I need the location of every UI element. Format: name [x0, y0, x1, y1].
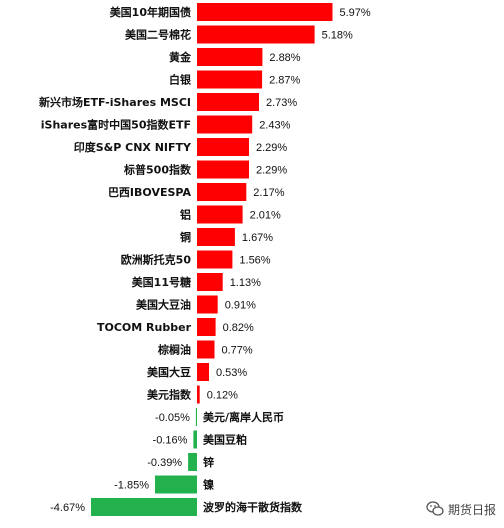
bar [197, 70, 263, 89]
category-label: 美国二号棉花 [125, 28, 191, 42]
data-label: 2.43% [259, 120, 290, 132]
bar [197, 25, 315, 44]
bar [197, 138, 249, 156]
data-label: 2.01% [250, 210, 281, 222]
data-label: -1.85% [114, 480, 149, 492]
bar [155, 475, 197, 494]
data-label: -0.16% [153, 435, 188, 447]
category-label: 标普500指数 [123, 163, 192, 177]
data-label: -4.67% [50, 502, 85, 514]
bar [197, 250, 233, 269]
category-label: 白银 [169, 73, 192, 87]
data-label: 1.56% [239, 255, 270, 267]
bar [193, 430, 197, 449]
category-label: 锌 [203, 455, 214, 469]
bar [197, 340, 215, 359]
category-label: 美元/离岸人民币 [203, 410, 284, 424]
category-label: 镍 [203, 478, 214, 492]
category-label: TOCOM Rubber [97, 321, 192, 334]
data-label: 0.77% [222, 345, 253, 357]
category-label: 铝 [180, 208, 191, 222]
bar [197, 295, 218, 314]
bar [197, 115, 253, 134]
category-label: 美元指数 [147, 388, 192, 402]
category-label: 棕榈油 [157, 343, 191, 357]
bar [197, 3, 333, 21]
data-label: 5.18% [322, 30, 353, 42]
bar [197, 273, 223, 291]
data-label: 5.97% [340, 7, 371, 19]
data-label: 0.91% [225, 300, 256, 312]
bar [197, 160, 249, 179]
category-label: 巴西IBOVESPA [108, 186, 192, 199]
data-label: 2.88% [269, 52, 300, 64]
data-label: 2.29% [256, 142, 287, 154]
category-label: 美国11号糖 [132, 275, 191, 289]
data-label: 2.73% [266, 97, 297, 109]
bar [197, 363, 209, 381]
category-label: 黄金 [169, 50, 192, 64]
category-label: 美国豆粕 [203, 433, 247, 447]
bar [195, 408, 197, 426]
bar [197, 93, 259, 111]
category-label: 铜 [179, 230, 191, 244]
bar [91, 498, 197, 516]
wechat-icon [426, 501, 444, 516]
bar [197, 205, 243, 224]
data-label: 2.17% [253, 187, 284, 199]
category-label: 美国10年期国债 [110, 5, 191, 19]
bar [197, 48, 263, 66]
data-label: 0.53% [216, 367, 247, 379]
bar [197, 183, 247, 201]
watermark: 期货日报 [426, 500, 496, 518]
bar [197, 385, 200, 404]
data-label: -0.39% [147, 457, 182, 469]
data-label: 2.29% [256, 165, 287, 177]
category-label: 波罗的海干散货指数 [203, 500, 303, 514]
category-label: 美国大豆油 [136, 298, 191, 312]
category-label: 印度S&P CNX NIFTY [74, 140, 192, 154]
watermark-text: 期货日报 [447, 502, 496, 517]
data-label: 1.13% [230, 277, 261, 289]
data-label: 0.12% [207, 390, 238, 402]
category-label: 新兴市场ETF-iShares MSCI [39, 95, 191, 109]
data-label: -0.05% [155, 412, 190, 424]
data-label: 2.87% [269, 75, 300, 87]
bar [197, 318, 216, 336]
category-label: 美国大豆 [147, 365, 191, 379]
category-label: 欧洲斯托克50 [121, 253, 192, 267]
bar [197, 228, 235, 246]
data-label: 0.82% [223, 322, 254, 334]
category-label: iShares富时中国50指数ETF [41, 118, 191, 132]
data-label: 1.67% [242, 232, 273, 244]
bar [188, 453, 197, 471]
